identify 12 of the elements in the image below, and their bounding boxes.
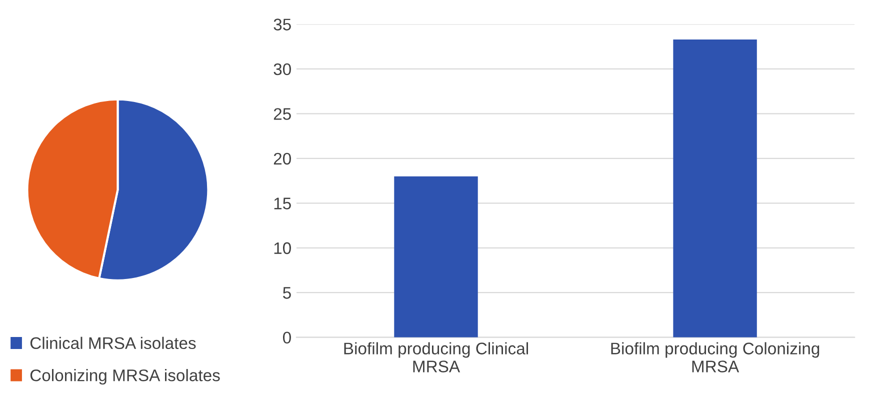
y-tick-label: 0 (283, 332, 291, 344)
legend-label: Clinical MRSA isolates (30, 336, 196, 350)
y-tick-label: 25 (274, 108, 291, 120)
legend-label: Colonizing MRSA isolates (30, 369, 220, 385)
y-tick-label: 10 (274, 242, 291, 254)
x-tick-label: Biofilm producing Colonizing MRSA (611, 342, 820, 372)
y-tick-label: 20 (274, 152, 291, 165)
y-tick-label: 15 (274, 198, 291, 210)
x-tick-label: Biofilm producing Clinical MRSA (344, 342, 528, 372)
y-tick-label: 35 (274, 18, 291, 30)
y-tick-label: 5 (283, 287, 291, 299)
y-tick-label: 30 (274, 63, 291, 76)
